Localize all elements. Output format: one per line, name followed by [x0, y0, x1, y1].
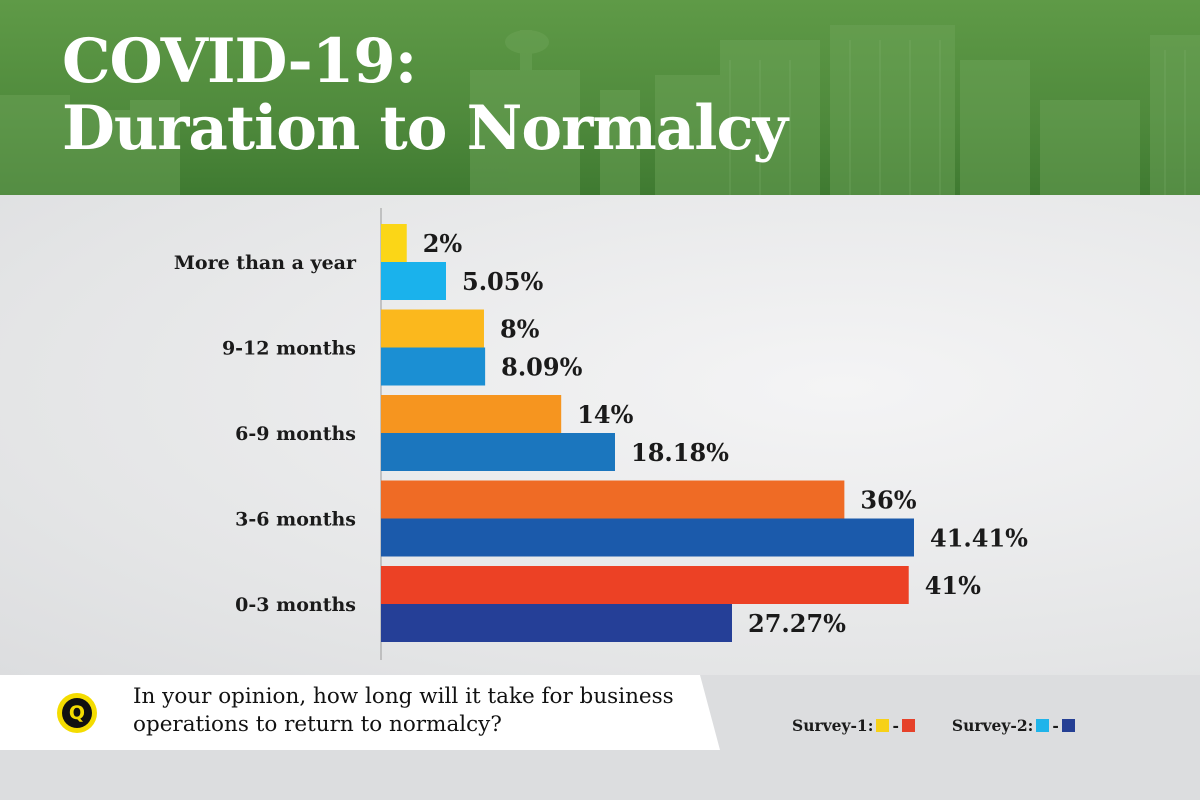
- legend-survey-1-swatch-start: [876, 719, 890, 732]
- legend-survey-1-label: Survey-1:: [792, 716, 874, 735]
- bar-survey-1-6-9-months: [381, 395, 562, 433]
- value-label-survey-2-9-12-months: 8.09%: [501, 353, 582, 382]
- bar-survey-1-3-6-months: [381, 480, 845, 519]
- legend-dash: -: [1052, 716, 1059, 735]
- bar-survey-2-9-12-months: [381, 347, 486, 386]
- value-label-survey-1-more-than-a-year: 2%: [423, 229, 463, 258]
- value-label-survey-1-6-9-months: 14%: [577, 400, 633, 429]
- bar-survey-2-3-6-months: [381, 518, 914, 557]
- question-box: [0, 675, 720, 750]
- bar-survey-2-0-3-months: [381, 604, 732, 642]
- category-label-9-12-months: 9-12 months: [222, 338, 356, 360]
- value-label-survey-2-3-6-months: 41.41%: [930, 524, 1028, 553]
- value-label-survey-1-0-3-months: 41%: [925, 571, 981, 600]
- title-line-1: COVID-19:: [62, 26, 417, 97]
- category-label-3-6-months: 3-6 months: [235, 509, 356, 531]
- page-title: COVID-19: Duration to Normalcy: [62, 26, 788, 164]
- question-icon: Q: [57, 693, 97, 733]
- legend-dash: -: [892, 716, 899, 735]
- category-label-6-9-months: 6-9 months: [235, 423, 356, 445]
- legend-survey-1: Survey-1: -: [792, 716, 918, 735]
- legend-survey-2-swatch-end: [1061, 719, 1075, 732]
- legend-survey-2-swatch-start: [1036, 719, 1050, 732]
- value-label-survey-2-6-9-months: 18.18%: [631, 438, 729, 467]
- header-banner: COVID-19: Duration to Normalcy: [0, 0, 1200, 195]
- legend: Survey-1: - Survey-2: -: [792, 716, 1078, 735]
- city-skyline-image: [0, 25, 1200, 195]
- bar-survey-1-0-3-months: [381, 566, 909, 604]
- legend-survey-2-label: Survey-2:: [951, 716, 1034, 735]
- bar-survey-2-more-than-a-year: [381, 262, 446, 300]
- category-label-more-than-a-year: More than a year: [174, 252, 357, 274]
- value-label-survey-1-9-12-months: 8%: [500, 315, 540, 344]
- bar-chart: More than a year 2% 5.05% 9-12 months 8% 8.09…: [174, 208, 1028, 660]
- category-label-0-3-months: 0-3 months: [235, 594, 356, 616]
- title-line-2: Duration to Normalcy: [62, 93, 788, 164]
- legend-survey-2: Survey-2: -: [952, 716, 1078, 735]
- value-label-survey-2-more-than-a-year: 5.05%: [462, 267, 543, 296]
- bar-survey-1-more-than-a-year: [381, 224, 407, 262]
- value-label-survey-2-0-3-months: 27.27%: [748, 609, 846, 638]
- legend-survey-1-swatch-end: [901, 719, 915, 732]
- question-text: In your opinion, how long will it take f…: [133, 684, 674, 737]
- question-icon-letter: Q: [62, 698, 92, 728]
- bar-survey-2-6-9-months: [381, 433, 615, 471]
- value-label-survey-1-3-6-months: 36%: [860, 486, 916, 515]
- bar-survey-1-9-12-months: [381, 309, 484, 348]
